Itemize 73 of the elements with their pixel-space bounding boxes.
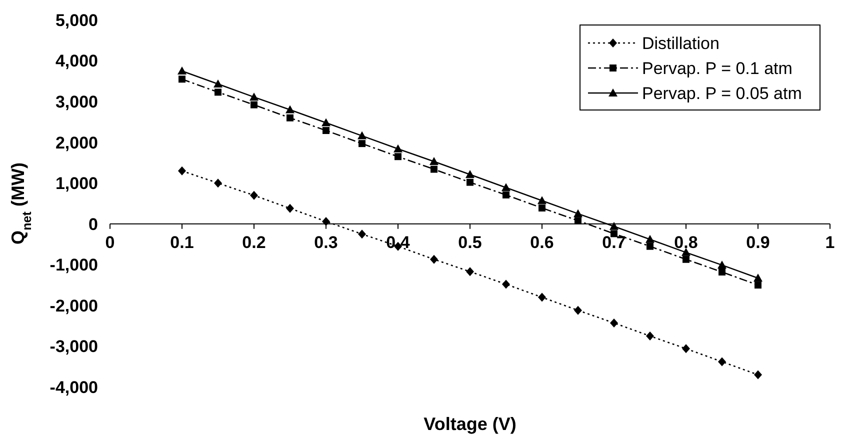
x-tick-label: 0.8	[674, 232, 698, 252]
legend-label: Pervap. P = 0.1 atm	[642, 58, 792, 78]
point	[178, 166, 186, 176]
point	[682, 344, 690, 354]
y-tick-label: 2,000	[55, 133, 98, 152]
y-tick-label: 4,000	[55, 52, 98, 71]
point	[646, 242, 654, 250]
point	[214, 178, 222, 188]
x-tick-label: 0.1	[170, 232, 194, 252]
x-tick-label: 0.5	[458, 232, 482, 252]
x-tick-label: 0.9	[746, 232, 770, 252]
point	[538, 292, 546, 302]
y-tick-label: 5,000	[55, 10, 98, 30]
point	[574, 217, 582, 224]
point	[754, 274, 762, 282]
point	[502, 191, 510, 198]
point	[502, 280, 510, 289]
point	[466, 170, 474, 178]
point	[322, 127, 330, 134]
x-tick-label: 0.2	[242, 232, 266, 252]
y-tick-label: -2,000	[50, 296, 98, 316]
point	[538, 196, 546, 204]
point	[430, 157, 438, 165]
point	[178, 76, 186, 83]
legend-label: Pervap. P = 0.05 atm	[642, 84, 802, 103]
point	[286, 114, 294, 122]
y-tick-label: -1,000	[50, 256, 98, 275]
point	[610, 318, 618, 328]
point	[466, 178, 474, 186]
x-tick-label: 1	[825, 232, 835, 252]
x-tick-label: 0.3	[314, 232, 338, 252]
point	[358, 140, 366, 148]
point	[214, 80, 222, 88]
point	[286, 204, 294, 213]
legend-label: Distillation	[642, 34, 720, 53]
point	[610, 222, 618, 230]
point	[394, 153, 402, 160]
point	[718, 260, 726, 269]
point	[682, 256, 690, 263]
point	[574, 209, 582, 218]
point	[322, 216, 330, 226]
point	[358, 230, 366, 239]
y-tick-label: 1,000	[55, 174, 98, 194]
point	[286, 105, 294, 114]
point	[430, 254, 438, 264]
point	[502, 183, 510, 192]
point	[718, 357, 726, 366]
point	[466, 267, 474, 276]
point	[718, 268, 726, 276]
point	[430, 166, 438, 173]
point	[538, 204, 546, 212]
point	[250, 190, 258, 200]
x-tick-label: 0.4	[386, 232, 410, 252]
point	[250, 92, 258, 101]
point	[214, 88, 222, 96]
point	[574, 306, 582, 315]
point	[178, 66, 186, 74]
x-tick-label: 0	[105, 232, 115, 252]
point	[250, 101, 258, 108]
y-tick-label: 3,000	[55, 92, 98, 112]
point	[754, 282, 762, 289]
point	[754, 370, 762, 380]
point	[646, 234, 654, 243]
y-tick-label: 0	[88, 214, 98, 234]
point	[358, 131, 366, 140]
point	[394, 144, 402, 152]
y-tick-label: -4,000	[50, 378, 98, 397]
y-tick-label: -3,000	[50, 337, 98, 356]
x-axis-title: Voltage (V)	[424, 414, 516, 434]
x-tick-label: 0.6	[530, 232, 554, 252]
point	[646, 332, 654, 341]
x-tick-label: 0.7	[602, 232, 626, 252]
point	[322, 118, 330, 126]
